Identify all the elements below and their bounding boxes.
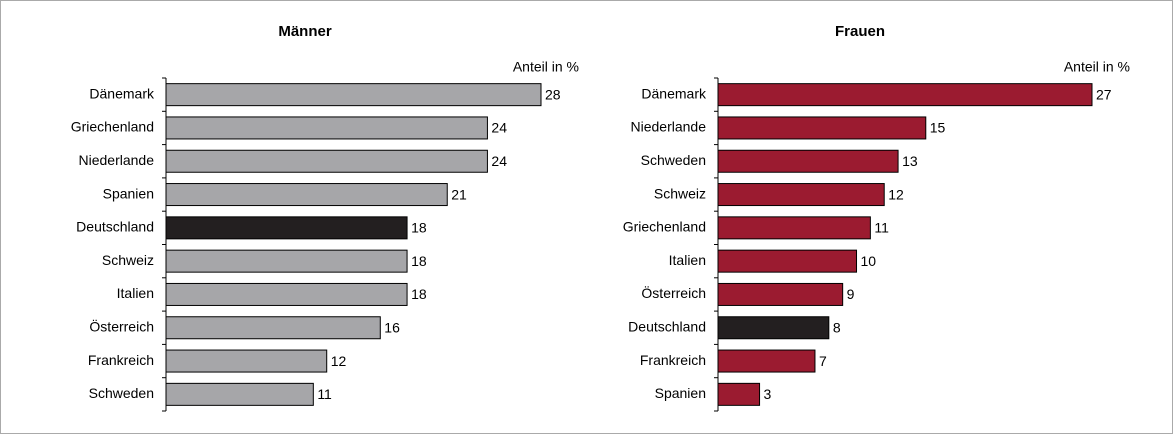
bar (717, 83, 1093, 107)
value-label: 12 (888, 186, 904, 202)
bar (165, 282, 408, 306)
value-label: 8 (833, 319, 841, 335)
bar (165, 149, 488, 173)
category-label: Schweiz (102, 252, 154, 268)
category-label: Griechenland (623, 219, 706, 235)
category-label: Italien (117, 285, 154, 301)
category-label: Frankreich (640, 352, 706, 368)
bar (717, 349, 816, 373)
value-label: 28 (545, 86, 561, 102)
category-label: Italien (669, 252, 706, 268)
bar (717, 183, 885, 207)
bar (165, 83, 542, 107)
value-label: 11 (317, 386, 332, 402)
value-label: 16 (384, 319, 400, 335)
value-label: 3 (764, 386, 772, 402)
bar (165, 249, 408, 273)
category-label: Schweden (641, 152, 706, 168)
bar (717, 149, 899, 173)
category-label: Österreich (641, 284, 706, 301)
value-label: 13 (902, 153, 918, 169)
value-label: 11 (874, 220, 889, 236)
category-label: Frankreich (88, 352, 154, 368)
category-label: Dänemark (641, 85, 707, 101)
bar (165, 216, 408, 240)
value-label: 24 (491, 153, 507, 169)
value-label: 7 (819, 353, 827, 369)
bar (717, 316, 830, 340)
bar (717, 249, 858, 273)
bar (165, 116, 488, 140)
category-label: Schweden (89, 385, 154, 401)
chart-title: Männer (278, 23, 332, 40)
value-label: 18 (411, 220, 427, 236)
category-label: Niederlande (79, 152, 155, 168)
bar (717, 216, 871, 240)
value-label: 9 (847, 286, 855, 302)
value-label: 18 (411, 253, 427, 269)
value-label: 12 (331, 353, 347, 369)
category-label: Schweiz (654, 185, 706, 201)
bar (165, 183, 448, 207)
annotation: Anteil in % (513, 59, 579, 75)
value-label: 21 (451, 186, 467, 202)
bar (717, 282, 844, 306)
value-label: 10 (861, 253, 877, 269)
chart-title: Frauen (835, 23, 885, 40)
category-label: Griechenland (71, 119, 154, 135)
annotation: Anteil in % (1064, 59, 1130, 75)
value-label: 15 (930, 120, 946, 136)
value-label: 27 (1096, 86, 1112, 102)
category-label: Spanien (103, 185, 154, 201)
category-label: Spanien (655, 385, 706, 401)
bar (165, 349, 328, 373)
category-label: Österreich (89, 317, 154, 334)
category-label: Dänemark (89, 85, 155, 101)
category-label: Deutschland (628, 318, 706, 334)
bar (165, 316, 381, 340)
category-label: Deutschland (76, 219, 154, 235)
category-label: Niederlande (631, 119, 707, 135)
bar (165, 382, 314, 406)
bar (717, 382, 761, 406)
value-label: 18 (411, 286, 427, 302)
bar (717, 116, 927, 140)
value-label: 24 (491, 120, 507, 136)
